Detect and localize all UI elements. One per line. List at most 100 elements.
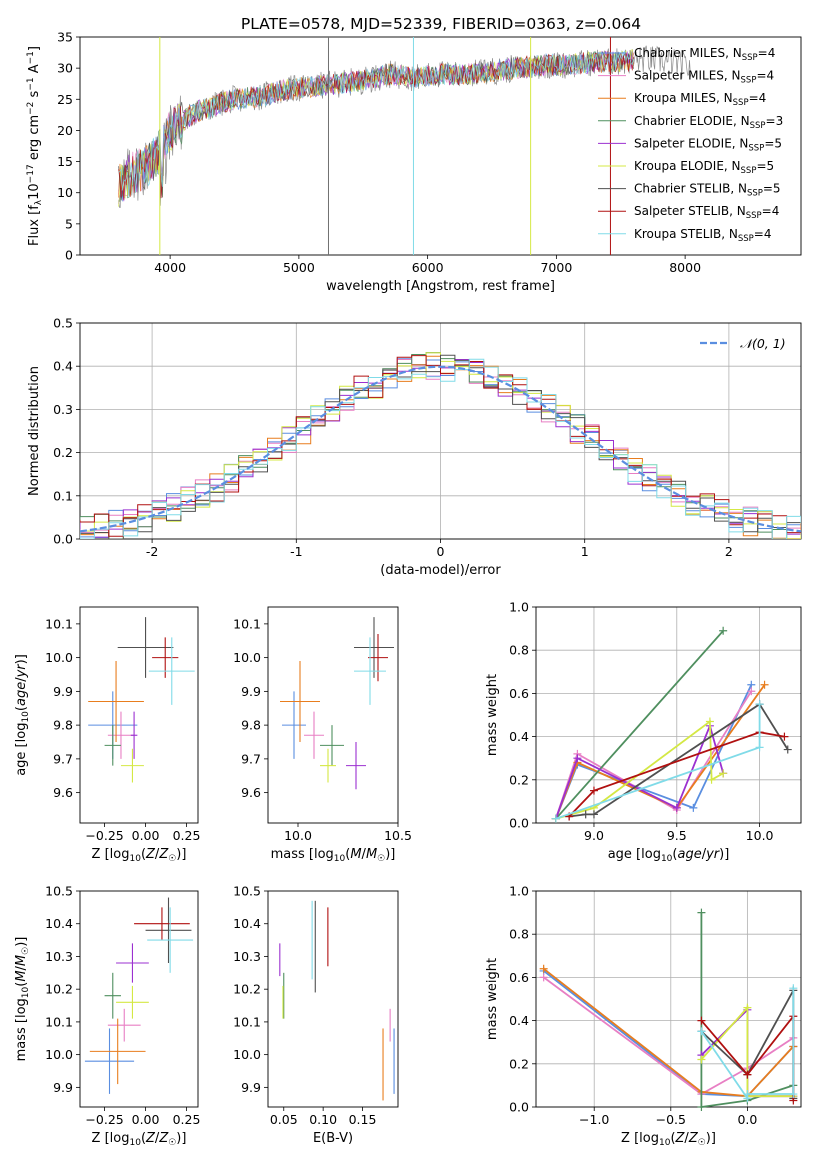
errorbar-point: [368, 634, 388, 682]
x-tick-label: 0.15: [349, 1112, 377, 1127]
x-axis-label-part: /: [702, 847, 707, 862]
legend-label-sub: SSP: [748, 143, 764, 153]
y-tick-label: 0.2: [509, 772, 529, 787]
x-axis-label-part: )]: [706, 1131, 716, 1146]
errorbar-point: [148, 637, 195, 705]
series-marker: [697, 1103, 706, 1111]
y-tick-label: 0.6: [509, 970, 529, 985]
legend-label-sub: SSP: [750, 121, 766, 131]
errorbar-point: [320, 748, 336, 783]
y-tick-label: 0.0: [509, 816, 529, 831]
x-axis-label-part: Z: [158, 847, 169, 862]
y-tick-label: 0.5: [53, 316, 73, 331]
series-marker: [780, 732, 789, 741]
series-marker: [539, 973, 548, 982]
x-axis-label-part: Z [log: [92, 1131, 130, 1146]
y-axis-label-part: ]: [27, 46, 42, 51]
y-tick-label: 20: [57, 123, 73, 138]
errorbar-point: [346, 742, 366, 790]
y-axis-label: mass [log10(M/M☉)]: [14, 937, 31, 1062]
y-axis-label-part: /: [14, 677, 29, 682]
y-axis-label-part: M: [14, 955, 29, 966]
y-axis-label-part: M: [14, 970, 29, 981]
model-spectrum-line: [118, 50, 634, 198]
legend-label-main: Chabrier ELODIE, N: [634, 114, 750, 128]
y-tick-label: 0: [65, 248, 73, 263]
legend-label-tail: =4: [754, 227, 772, 241]
errorbar-point: [354, 637, 386, 705]
x-axis-label-part: )]: [719, 847, 729, 862]
x-axis-label: Z [log10(Z/Z☉)]: [92, 1131, 187, 1148]
series-line: [555, 630, 724, 820]
series-marker: [743, 1070, 752, 1079]
y-axis-label: age [log10(age/yr)]: [14, 654, 31, 776]
age-vs-metallicity-panel: −0.25 0.00 0.259.69.79.89.910.010.1Z [log1…: [14, 606, 200, 864]
errorbar-point: [107, 1008, 141, 1042]
legend-label-main: Salpeter MILES, N: [634, 69, 741, 83]
y-tick-label: 10.3: [233, 949, 261, 964]
y-tick-label: 10.2: [45, 982, 73, 997]
y-tick-label: 0.8: [509, 927, 529, 942]
x-axis-label-part: (: [672, 847, 677, 862]
x-tick-label: 10.5: [384, 828, 412, 843]
series-line: [700, 1005, 794, 1098]
x-axis-label-part: /: [684, 1131, 689, 1146]
x-tick-label: -1: [290, 544, 302, 559]
y-tick-label: 9.7: [53, 751, 73, 766]
legend-label: Chabrier STELIB, NSSP=5: [634, 182, 781, 199]
errorbar-point: [84, 1028, 135, 1094]
legend-label-sub: SSP: [741, 166, 757, 176]
errorbar-point: [354, 617, 394, 678]
y-tick-label: 10.1: [45, 616, 73, 631]
errorbar-point: [88, 661, 144, 742]
x-axis-label-part: age [log: [608, 847, 661, 862]
errorbar-point: [120, 748, 144, 783]
series-marker: [551, 814, 560, 823]
x-axis-label-part: )]: [385, 847, 395, 862]
errorbar-point: [304, 711, 324, 759]
y-axis-label-part: s: [27, 90, 42, 101]
legend-label-tail: =4: [749, 91, 767, 105]
y-tick-label: 10.4: [233, 916, 261, 931]
y-axis-label-part: (: [14, 706, 29, 711]
residual-histogram: [80, 358, 801, 539]
x-axis-label-part: Z: [158, 1131, 169, 1146]
y-tick-label: 35: [57, 30, 73, 45]
x-axis-label: age [log10(age/yr)]: [608, 847, 730, 864]
legend-label-main: Kroupa MILES, N: [634, 91, 733, 105]
x-axis-label: Z [log10(Z/Z☉)]: [92, 847, 187, 864]
y-tick-label: 9.8: [241, 718, 261, 733]
axes-frame: [535, 606, 802, 824]
x-axis-label-part: ☉: [377, 854, 385, 864]
y-axis-label-part: (: [14, 982, 29, 987]
mass-vs-extinction-panel: 0.05 0.10 0.15 9.9 10.0 10.1 10.2 10.3 10.4 10.5 E…: [233, 884, 399, 1146]
x-tick-label: 9.5: [667, 828, 687, 843]
spectrum-panel: 4000 5000 6000 7000 8000 0 5 10 15 20 25 30 35 wavele…: [26, 30, 802, 294]
age-vs-mass-panel: 10.0 10.5 9.6 9.7 9.8 9.9 10.0 10.1 mass [log10(…: [233, 606, 412, 864]
y-axis-label-part: age [log: [14, 723, 29, 776]
x-axis-label-part: ☉: [698, 1138, 706, 1148]
y-axis-label: mass weight: [485, 958, 500, 1040]
x-axis-label-part: ☉: [168, 1138, 176, 1148]
x-axis-label-part: 10: [661, 854, 673, 864]
x-tick-label: 2: [725, 544, 733, 559]
x-axis-label-part: Z: [688, 1131, 699, 1146]
x-axis-label-part: Z: [145, 847, 156, 862]
legend-label: 𝒩(0, 1): [740, 336, 786, 351]
axes-frame: [535, 890, 802, 1108]
x-axis-label-part: (: [670, 1131, 675, 1146]
errorbar-point: [280, 661, 320, 742]
series-marker: [789, 1090, 798, 1099]
series-marker: [672, 803, 681, 812]
y-axis-label-part: )]: [14, 937, 29, 947]
series-line: [568, 731, 785, 818]
x-axis-label-part: ☉: [168, 854, 176, 864]
legend-label: Salpeter ELODIE, NSSP=5: [634, 136, 782, 153]
axes-frame: [79, 322, 802, 540]
x-tick-label: −0.25: [85, 828, 123, 843]
y-axis-label-part: 10: [27, 183, 42, 200]
legend-label-tail: =4: [756, 69, 774, 83]
x-axis-label-part: Z [log: [621, 1131, 659, 1146]
